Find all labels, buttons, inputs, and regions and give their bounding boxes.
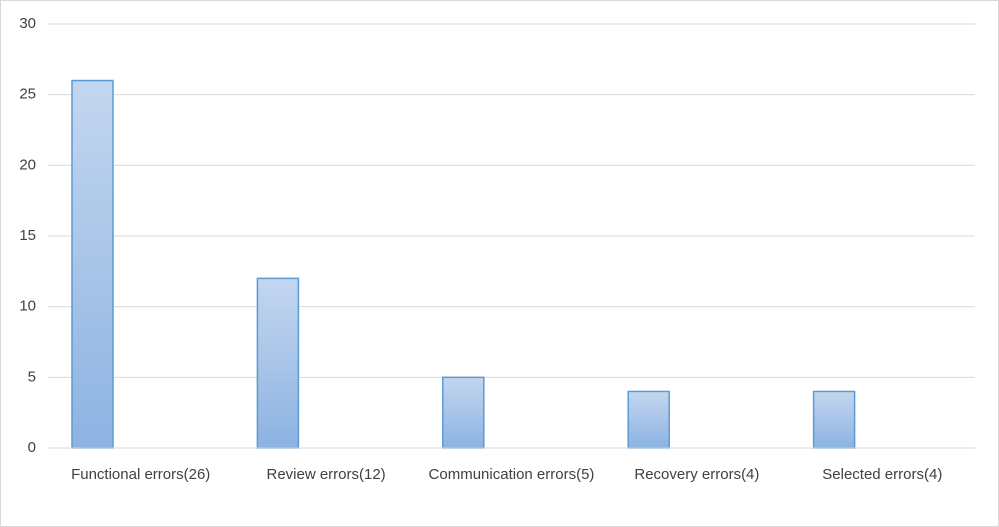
y-tick-label: 25 — [19, 86, 36, 103]
x-tick-label: Selected errors(4) — [822, 466, 943, 483]
y-tick-label: 20 — [19, 156, 36, 173]
x-tick-label: Recovery errors(4) — [634, 466, 760, 483]
bar — [627, 390, 670, 449]
y-tick-label: 10 — [19, 298, 36, 315]
bar — [442, 376, 485, 449]
bar — [71, 79, 114, 449]
y-tick-label: 5 — [28, 368, 36, 385]
y-tick-label: 0 — [28, 439, 36, 456]
y-tick-label: 15 — [19, 227, 36, 244]
x-tick-label: Review errors(12) — [266, 466, 386, 483]
x-tick-label: Communication errors(5) — [428, 466, 595, 483]
y-tick-label: 30 — [19, 15, 36, 32]
bar — [256, 277, 300, 449]
bar — [812, 390, 856, 449]
x-tick-label: Functional errors(26) — [71, 466, 211, 483]
